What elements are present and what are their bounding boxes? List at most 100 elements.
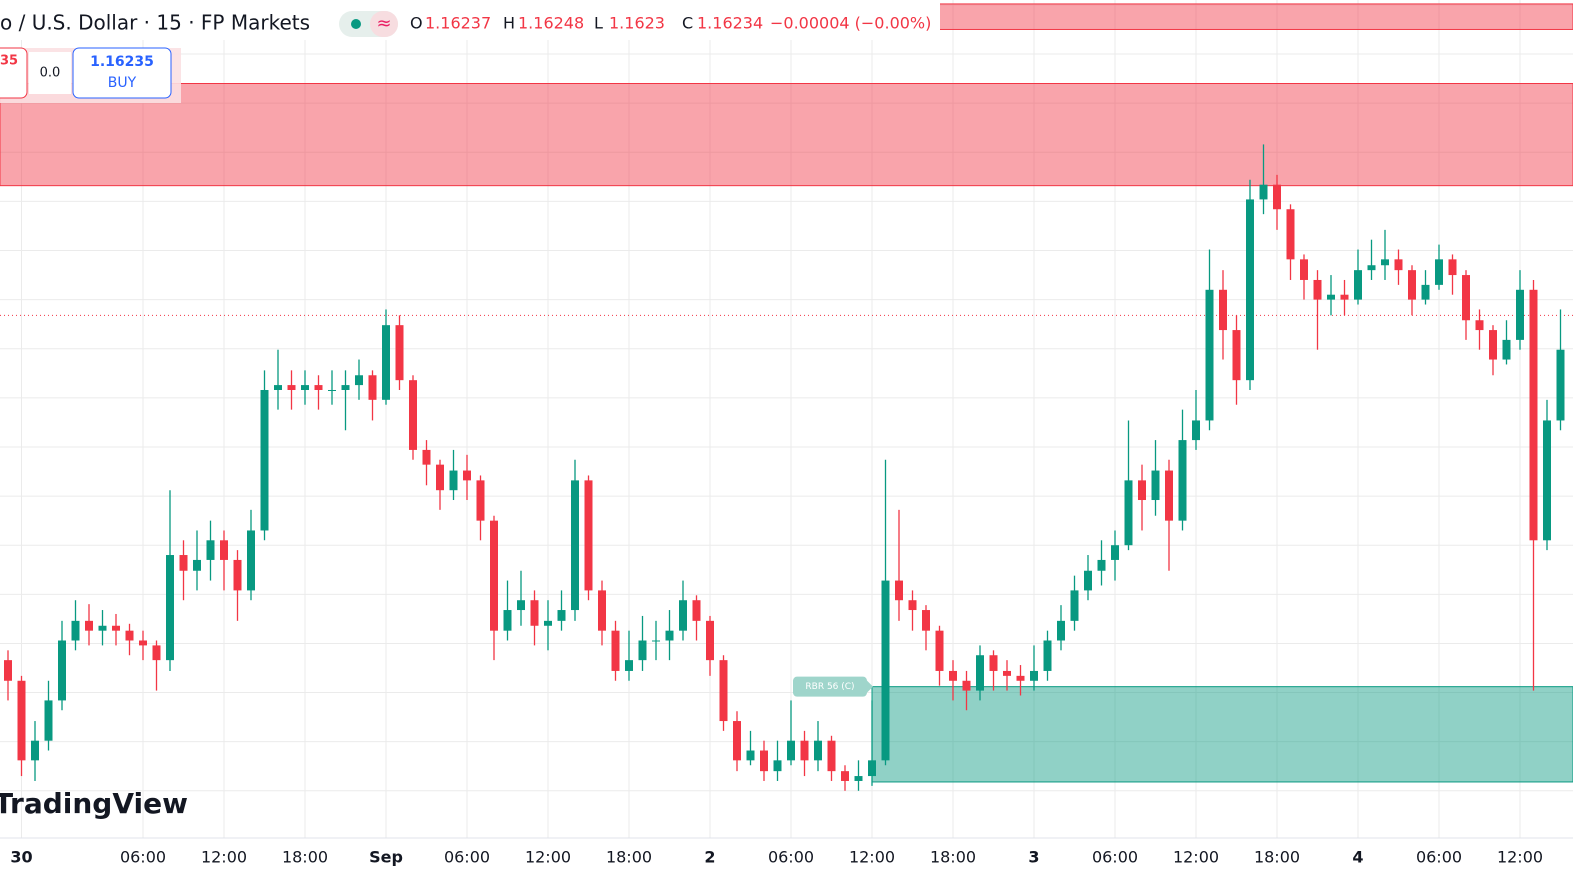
candle-body: [814, 740, 822, 761]
x-tick-label: 06:00: [768, 848, 814, 867]
candle-body: [1219, 289, 1227, 331]
candle-body: [395, 325, 404, 381]
candle-body: [841, 771, 849, 781]
candle-body: [787, 740, 795, 761]
candle-body: [665, 630, 674, 641]
candle-body: [4, 660, 12, 681]
candle-body: [1421, 284, 1430, 300]
chart-title: o / U.S. Dollar · 15 · FP Markets: [0, 11, 310, 35]
candle-body: [1556, 349, 1565, 421]
legend-value: 1.16237: [425, 14, 491, 33]
candle-body: [449, 470, 458, 491]
zone: [871, 686, 1573, 783]
zone-label-arrow: [867, 680, 873, 693]
candle-body: [98, 625, 107, 631]
candle-body: [1502, 339, 1511, 360]
candle-body: [44, 700, 53, 741]
legend-value: 1.16234: [697, 14, 763, 33]
candle-body: [1043, 640, 1052, 671]
x-tick-label: 18:00: [606, 848, 652, 867]
candle-body: [1408, 270, 1416, 300]
legend-label: C: [682, 14, 693, 33]
candle-body: [827, 740, 836, 772]
candle-body: [287, 385, 296, 390]
candle-body: [692, 600, 701, 621]
candle-body: [1300, 259, 1308, 280]
candles: [4, 144, 1565, 791]
candle-body: [1475, 320, 1484, 331]
buy-label: BUY: [108, 75, 137, 91]
candle-body: [976, 655, 984, 691]
candle-body: [773, 760, 782, 772]
candle-body: [1138, 480, 1146, 501]
candle-body: [206, 540, 215, 560]
candle-body: [530, 600, 539, 626]
candle-body: [1003, 670, 1011, 676]
candle-body: [1030, 670, 1038, 681]
candle-body: [1489, 330, 1497, 360]
candle-body: [719, 660, 728, 722]
x-tick-label: 06:00: [1416, 848, 1462, 867]
candle-body: [638, 640, 647, 661]
candle-body: [868, 760, 876, 777]
candle-body: [112, 625, 120, 631]
candle-body: [571, 480, 579, 611]
candle-body: [436, 464, 444, 491]
candle-body: [1016, 675, 1025, 681]
candle-body: [1070, 590, 1079, 621]
legend-label: O: [410, 14, 423, 33]
candle-body: [233, 559, 242, 591]
buy-button[interactable]: [72, 47, 172, 99]
candle-body: [652, 640, 660, 642]
status-dot: [351, 19, 361, 29]
candle-body: [17, 680, 26, 761]
status-pill-right: [370, 11, 398, 37]
zone: [0, 83, 1573, 187]
candle-body: [1246, 199, 1254, 381]
time-axis-bg: [0, 838, 1573, 885]
x-tick-label: 30: [10, 848, 32, 867]
candle-body: [1543, 420, 1551, 541]
candle-body: [1205, 289, 1214, 421]
candle-body: [908, 600, 917, 611]
candle-body: [301, 385, 309, 390]
candle-body: [584, 480, 593, 591]
candle-body: [800, 740, 809, 761]
candle-body: [328, 389, 336, 391]
x-tick-label: 18:00: [930, 848, 976, 867]
candle-body: [1516, 289, 1524, 340]
zone-label-bg: [793, 676, 867, 697]
candle-body: [746, 750, 755, 761]
candle-body: [1381, 259, 1389, 266]
candle-body: [1462, 275, 1470, 321]
candle-body: [517, 600, 525, 611]
candle-body: [463, 470, 471, 481]
candle-body: [733, 721, 741, 761]
candle-body: [557, 610, 566, 621]
x-tick-label: 12:00: [525, 848, 571, 867]
sell-button[interactable]: [0, 47, 28, 99]
candle-body: [1192, 420, 1200, 441]
candle-body: [409, 380, 417, 450]
x-tick-label: 12:00: [1173, 848, 1219, 867]
candle-body: [382, 325, 390, 400]
candle-body: [31, 740, 39, 761]
candle-body: [341, 385, 350, 390]
legend-change: −0.00004 (−0.00%): [770, 14, 931, 33]
candle-body: [422, 449, 431, 465]
candle-body: [854, 776, 863, 781]
candle-body: [881, 580, 890, 761]
zones: [0, 3, 1573, 783]
candle-body: [220, 540, 228, 560]
candle-body: [1313, 279, 1322, 300]
grid: [0, 0, 1573, 838]
x-tick-label: Sep: [369, 848, 403, 867]
candle-body: [193, 559, 201, 571]
x-tick-label: 12:00: [201, 848, 247, 867]
legend-label: L: [594, 14, 603, 33]
candle-body: [490, 520, 498, 631]
candle-body: [989, 655, 998, 671]
sell-price: 35: [0, 54, 18, 69]
